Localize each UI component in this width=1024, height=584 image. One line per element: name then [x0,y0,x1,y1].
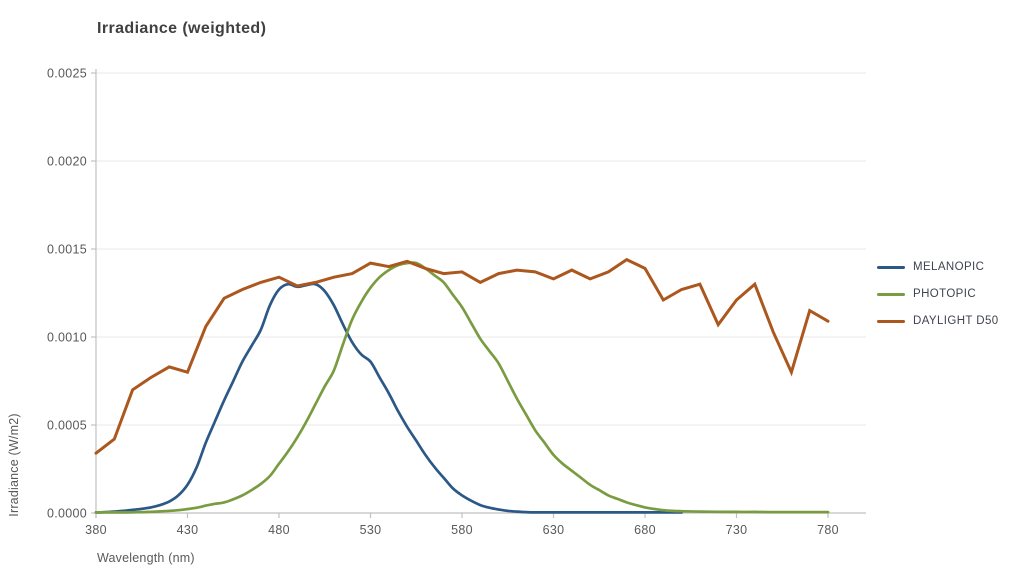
y-tick-label: 0.0000 [47,507,87,521]
series-line-photopic [94,261,830,514]
x-tick-label: 480 [268,523,290,537]
legend: MELANOPIC PHOTOPIC DAYLIGHT D50 [877,261,999,327]
y-tick-label: 0.0025 [47,67,87,81]
y-tick-label: 0.0010 [47,331,87,345]
x-tick-label: 730 [726,523,748,537]
y-tick-label: 0.0005 [47,419,87,433]
series-line-melanopic [94,282,683,514]
x-axis-title: Wavelength (nm) [97,551,195,565]
x-tick-label: 680 [634,523,656,537]
chart-title: Irradiance (weighted) [97,20,267,37]
x-tick-label: 380 [85,523,107,537]
x-tick-label: 580 [451,523,473,537]
photopic-line-swatch [877,292,905,296]
daylight-d50-line-swatch [877,319,905,323]
x-tick-label: 430 [177,523,199,537]
y-tick-label: 0.0020 [47,155,87,169]
series-line-daylight-d50 [94,257,830,455]
x-tick-label: 530 [360,523,382,537]
legend-label-photopic: PHOTOPIC [913,288,977,300]
legend-item-photopic[interactable]: PHOTOPIC [877,288,999,300]
legend-item-daylight-d50[interactable]: DAYLIGHT D50 [877,315,999,327]
x-tick-label: 630 [543,523,565,537]
y-axis-title: Irradiance (W/m2) [7,413,21,517]
legend-label-daylight-d50: DAYLIGHT D50 [913,315,999,327]
legend-label-melanopic: MELANOPIC [913,261,985,273]
y-tick-label: 0.0015 [47,243,87,257]
legend-item-melanopic[interactable]: MELANOPIC [877,261,999,273]
melanopic-line-swatch [877,265,905,269]
x-tick-label: 780 [817,523,839,537]
